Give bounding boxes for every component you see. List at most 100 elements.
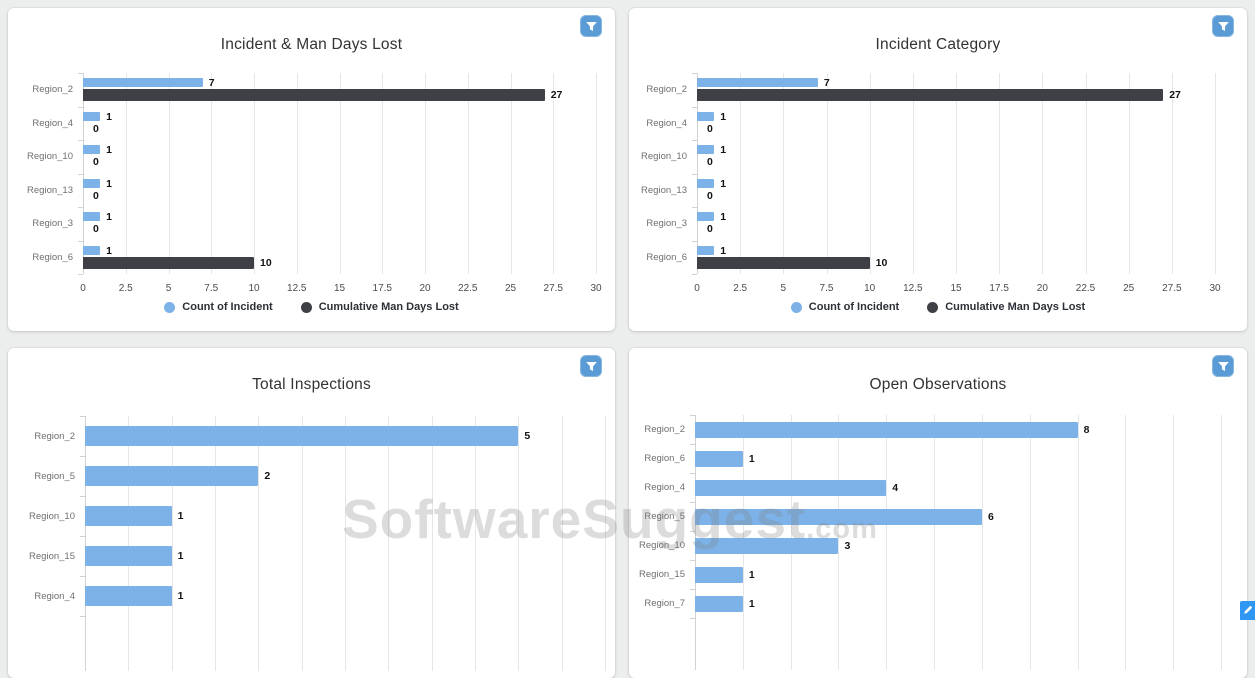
value-label: 1 <box>106 210 112 223</box>
bar-region_6[interactable] <box>83 246 101 255</box>
value-label: 1 <box>106 143 112 156</box>
y-axis-label: Region_2 <box>34 430 75 442</box>
bar-region_3[interactable] <box>83 212 101 221</box>
x-axis-tick-label: 0 <box>694 283 700 294</box>
y-axis-label: Region_15 <box>639 569 685 580</box>
chart-row: 1 <box>695 444 1245 473</box>
edit-button[interactable] <box>1240 601 1255 620</box>
chart-row: 1 <box>85 576 605 616</box>
value-label: 0 <box>707 223 713 235</box>
pencil-icon <box>1243 603 1253 618</box>
bar-region_3[interactable] <box>697 212 715 221</box>
gridline <box>838 415 840 670</box>
value-label: 1 <box>106 110 112 123</box>
x-axis-tick-label: 5 <box>780 283 787 294</box>
y-axis-line <box>85 416 86 671</box>
legend-item[interactable]: Count of Incident <box>790 301 899 313</box>
y-axis-label: Region_5 <box>34 470 75 482</box>
value-label: 1 <box>177 510 184 522</box>
filter-button[interactable] <box>1212 355 1234 377</box>
bar-region_2[interactable] <box>83 78 203 87</box>
bar-region_10[interactable] <box>85 506 172 526</box>
y-axis-tick <box>80 456 85 457</box>
y-axis-tick <box>690 444 695 445</box>
legend-item[interactable]: Cumulative Man Days Lost <box>927 301 1085 313</box>
value-label: 6 <box>987 511 994 523</box>
chart-title: Incident & Man Days Lost <box>220 36 403 53</box>
bar-region_4[interactable] <box>697 112 715 121</box>
y-axis-tick <box>690 618 695 619</box>
y-axis-label: Region_2 <box>32 84 73 96</box>
value-label: 0 <box>707 156 713 168</box>
chart-title: Total Inspections <box>252 376 371 393</box>
gridline <box>431 416 433 671</box>
chart-row: 1 10 <box>83 241 596 275</box>
bar-region_5[interactable] <box>85 466 259 486</box>
y-axis-tick <box>690 560 695 561</box>
y-axis-line <box>697 73 698 274</box>
bar-region_6[interactable] <box>697 246 715 255</box>
gridline <box>596 73 597 274</box>
gridline <box>886 415 888 670</box>
x-axis-tick-label: 20 <box>419 283 431 294</box>
gridline <box>518 416 520 671</box>
y-axis-label: Region_13 <box>641 185 687 197</box>
bar-region_6[interactable] <box>695 451 743 467</box>
y-axis-label: Region_10 <box>641 151 687 163</box>
y-axis-label: Region_10 <box>639 540 685 551</box>
bar-region_2[interactable] <box>697 78 818 87</box>
value-label: 1 <box>748 453 755 465</box>
bar-region_2[interactable] <box>85 426 519 446</box>
gridline <box>1029 415 1031 670</box>
legend-item[interactable]: Count of Incident <box>164 301 273 313</box>
filter-button[interactable] <box>580 355 602 377</box>
bar-region_5[interactable] <box>695 509 982 525</box>
bar-region_13[interactable] <box>697 179 715 188</box>
y-axis-tick <box>80 616 85 617</box>
filter-button[interactable] <box>1212 15 1234 37</box>
gridline <box>740 73 742 274</box>
y-axis-tick <box>80 576 85 577</box>
y-axis-tick <box>78 107 83 108</box>
x-axis-tick-label: 22.5 <box>458 283 478 294</box>
y-axis-label: Region_7 <box>644 598 685 609</box>
bar-region_6[interactable] <box>83 257 254 269</box>
bar-region_13[interactable] <box>83 179 101 188</box>
y-axis-label: Region_3 <box>646 218 687 230</box>
bar-region_2[interactable] <box>697 89 1164 101</box>
value-label: 0 <box>93 223 99 235</box>
value-label: 4 <box>892 482 899 494</box>
filter-icon <box>585 20 598 33</box>
bar-region_10[interactable] <box>697 145 715 154</box>
value-label: 0 <box>93 156 99 168</box>
bar-region_6[interactable] <box>697 257 870 269</box>
bar-region_15[interactable] <box>695 567 743 583</box>
gridline <box>956 73 957 274</box>
value-label: 0 <box>707 123 713 135</box>
gridline <box>1173 415 1175 670</box>
gridline <box>783 73 785 274</box>
legend-item[interactable]: Cumulative Man Days Lost <box>300 301 459 313</box>
bar-region_2[interactable] <box>83 89 545 101</box>
filter-button[interactable] <box>580 15 602 37</box>
bar-region_4[interactable] <box>695 480 887 496</box>
x-axis-tick-label: 12.5 <box>287 283 307 294</box>
bar-region_10[interactable] <box>83 145 101 154</box>
x-axis-tick-label: 10 <box>864 283 876 294</box>
chart-row: 5 <box>85 416 605 456</box>
value-label: 1 <box>748 598 755 610</box>
y-axis-tick <box>78 174 83 175</box>
bar-region_2[interactable] <box>695 422 1078 438</box>
bar-region_4[interactable] <box>85 586 172 606</box>
y-axis-label: Region_13 <box>27 185 73 197</box>
bar-region_7[interactable] <box>695 596 743 612</box>
value-label: 0 <box>93 190 99 202</box>
x-axis-tick-label: 15 <box>333 283 346 294</box>
bar-region_10[interactable] <box>695 538 839 554</box>
y-axis-label: Region_2 <box>646 84 687 96</box>
y-axis-tick <box>78 241 83 242</box>
value-label: 10 <box>259 257 272 269</box>
bar-region_4[interactable] <box>83 112 101 121</box>
bar-region_15[interactable] <box>85 546 172 566</box>
